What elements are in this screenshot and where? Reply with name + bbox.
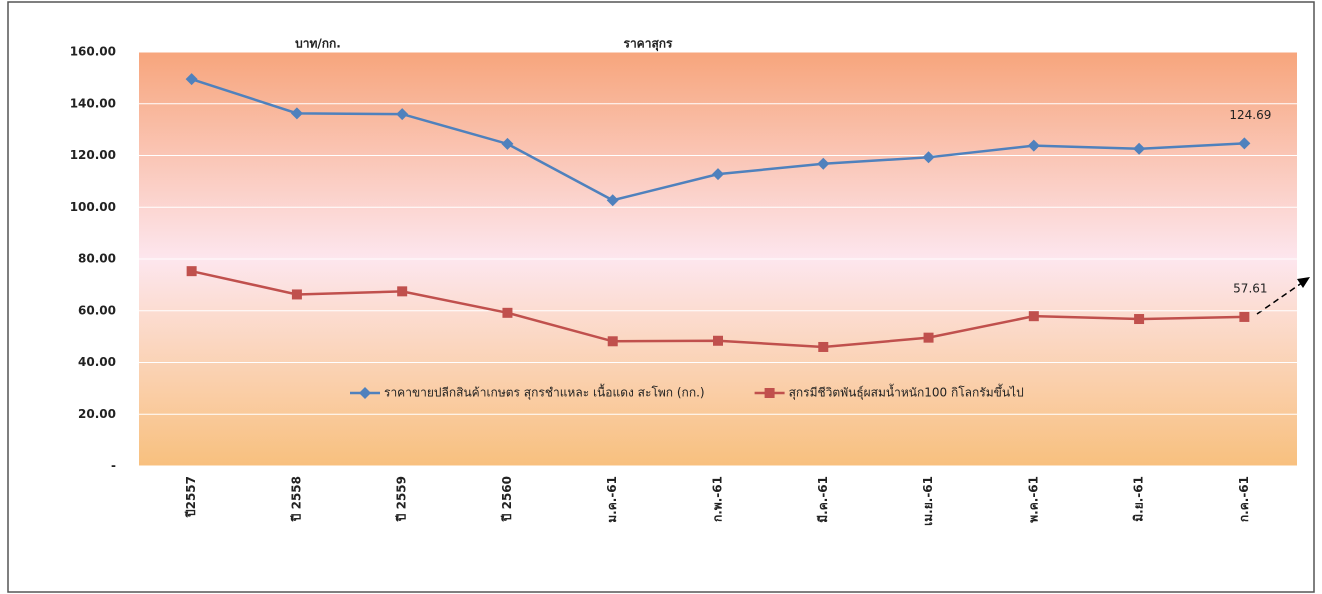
marker [606,194,619,207]
marker [397,286,408,297]
legend-label: สุกรมีชีวิตพันธุ์ผสมน้ำหนัก100 กิโลกรัมข… [789,384,1024,401]
y-tick-label: 20.00 [78,407,116,421]
marker [1027,139,1040,152]
x-tick-label: ปี 2558 [289,476,303,522]
chart-title: ราคาสุกร [624,37,674,52]
marker [291,289,302,300]
marker [922,151,935,164]
data-label: 57.61 [1233,281,1267,295]
marker [1134,314,1145,325]
legend-label: ราคาขายปลีกสินค้าเกษตร สุกรชำแหละ เนื้อแ… [384,384,705,401]
marker [290,107,303,120]
marker [359,387,371,399]
marker [713,335,723,346]
marker [1239,311,1250,322]
y-tick-label: 60.00 [78,303,116,317]
y-tick-label: 80.00 [78,252,116,266]
marker [1133,142,1146,155]
marker [186,266,197,277]
marker [764,388,775,398]
y-tick-label: 40.00 [78,355,116,369]
x-tick-label: มี.ค.-61 [816,476,830,523]
x-tick-label: ปี 2560 [500,476,514,522]
y-axis-label: บาท/กก. [295,37,341,51]
data-label: 124.69 [1229,108,1271,122]
x-tick-label: ก.ค.-61 [1237,476,1251,522]
marker [502,307,513,318]
x-tick-label: มิ.ย.-61 [1132,476,1146,522]
y-tick-label: 140.00 [70,96,116,110]
x-tick-label: เม.ย.-61 [921,476,935,526]
x-tick-label: ปี2557 [184,476,198,518]
marker [712,168,724,181]
marker [501,137,514,150]
x-tick-label: ปี 2559 [395,476,409,522]
x-tick-label: พ.ค.-61 [1026,476,1040,523]
y-tick-label: 100.00 [70,200,116,214]
x-tick-label: ม.ค.-61 [605,476,619,523]
marker [1238,137,1251,150]
frame [7,1,1315,593]
y-tick-label: 120.00 [70,148,116,162]
y-tick-label: 160.00 [70,45,116,59]
marker [1028,311,1039,322]
marker [817,157,830,170]
x-tick-label: ก.พ.-61 [711,476,725,522]
marker [818,341,829,352]
y-tick-label: - [111,459,116,473]
marker [923,332,934,343]
marker [607,336,618,347]
marker [396,108,409,121]
marker [185,73,198,86]
arrow-head [1297,277,1310,288]
